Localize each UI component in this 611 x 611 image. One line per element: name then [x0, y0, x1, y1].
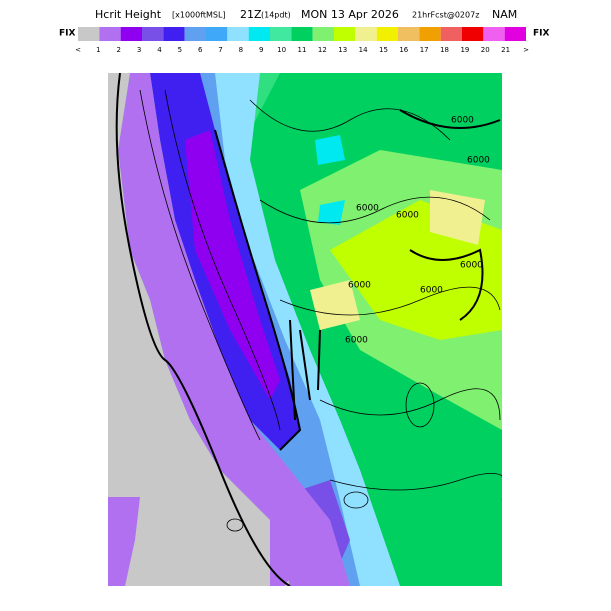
colorbar-label: 20: [481, 46, 490, 54]
contour: [249, 99, 502, 500]
title-valid: 21Z: [240, 8, 262, 21]
contour: [226, 518, 244, 532]
title: Hcrit Height [x1000ftMSL] 21Z (14pdt) MO…: [95, 8, 517, 21]
colorbar-label: 7: [218, 46, 222, 54]
colorbar-swatch: [398, 27, 420, 41]
colorbar-swatch: [206, 27, 228, 41]
region-cyan: [315, 135, 345, 165]
colorbar-label: 19: [460, 46, 469, 54]
colorbar-swatch: [462, 27, 484, 41]
region-lightpurple: [108, 497, 140, 586]
colorbar-swatch: [312, 27, 334, 41]
colorbar-swatch: [334, 27, 356, 41]
map: 6000 6000 6000 6000 6000 6000 6000 6000: [108, 73, 502, 586]
title-name: Hcrit Height: [95, 8, 162, 21]
contour-label: 6000: [356, 204, 379, 214]
colorbar-swatch: [163, 27, 185, 41]
colorbar-swatch: [419, 27, 441, 41]
colorbar-swatch: [504, 27, 526, 41]
colorbar-label: 18: [440, 46, 449, 54]
region-purple: [185, 130, 280, 400]
colorbar-label: 8: [239, 46, 243, 54]
contour: [289, 319, 321, 421]
title-date: MON 13 Apr 2026: [301, 8, 399, 21]
region-lightblue: [200, 73, 400, 586]
title-model: NAM: [492, 8, 517, 21]
colorbar-label: 6: [198, 46, 203, 54]
colorbar-swatch: [78, 27, 100, 41]
contour: [399, 109, 501, 321]
contour: [405, 382, 435, 428]
contour-label: 6000: [396, 211, 419, 221]
colorbar-label: 17: [420, 46, 429, 54]
title-forecast: 21hrFcst@0207z: [412, 11, 479, 20]
colorbar-swatch: [184, 27, 206, 41]
colorbar-left-label: FIX: [59, 29, 75, 39]
colorbar-label: 1: [96, 46, 100, 54]
contour-label: 6000: [460, 261, 483, 271]
colorbar-label: 3: [137, 46, 141, 54]
colorbar-swatch: [142, 27, 164, 41]
colorbar-swatch: [376, 27, 398, 41]
region-lightpurple: [118, 73, 350, 586]
contour: [343, 491, 369, 509]
colorbar-label: 12: [318, 46, 327, 54]
colorbar-swatch: [355, 27, 377, 41]
colorbar-swatch: [227, 27, 249, 41]
colorbar-label: 9: [259, 46, 263, 54]
colorbar-right-label: FIX: [533, 29, 549, 39]
region-lightpurple: [270, 520, 300, 586]
colorbar-label: 2: [116, 46, 120, 54]
colorbar-swatch: [99, 27, 121, 41]
colorbar-label: 21: [501, 46, 510, 54]
colorbar-swatch: [440, 27, 462, 41]
contour-label: 6000: [467, 156, 490, 166]
colorbar-swatch: [120, 27, 142, 41]
region-cyan: [318, 200, 345, 225]
coastline-contour: [115, 73, 291, 586]
contour-label: 6000: [451, 116, 474, 126]
title-units: [x1000ftMSL]: [172, 11, 226, 20]
colorbar-label: 16: [399, 46, 408, 54]
contour-label: 6000: [420, 286, 443, 296]
contour-label: 6000: [345, 336, 368, 346]
colorbar-swatch: [291, 27, 313, 41]
colorbar-label: 11: [298, 46, 307, 54]
ocean: [108, 73, 290, 586]
title-local: (14pdt): [261, 11, 291, 20]
colorbar-label: 13: [338, 46, 347, 54]
colorbar-label: 14: [359, 46, 368, 54]
colorbar: <1 2 3 4 5 6 7 8 9 10 11 12 13 14 15 16 17 18 19 20 21 >: [75, 27, 529, 54]
region-yellow: [310, 280, 360, 330]
region-yellow: [430, 190, 485, 245]
contour-label: 6000: [348, 281, 371, 291]
colorbar-label: >: [523, 46, 529, 54]
colorbar-label: 10: [277, 46, 286, 54]
contour: [139, 89, 281, 441]
colorbar-label: <: [75, 46, 81, 54]
colorbar-swatch: [483, 27, 505, 41]
colorbar-swatch: [248, 27, 270, 41]
colorbar-label: 4: [157, 46, 162, 54]
colorbar-label: 5: [178, 46, 182, 54]
colorbar-label: 15: [379, 46, 388, 54]
colorbar-swatch: [270, 27, 292, 41]
